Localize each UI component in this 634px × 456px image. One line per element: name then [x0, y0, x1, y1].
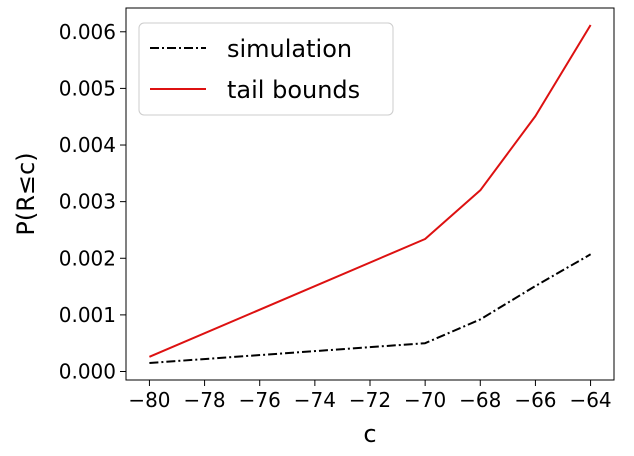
x-axis-label: c: [363, 420, 376, 448]
y-tick-label: 0.006: [59, 20, 116, 44]
y-tick-label: 0.002: [59, 246, 116, 270]
x-tick-label: −64: [569, 388, 611, 412]
x-tick-label: −80: [128, 388, 170, 412]
y-axis-label: P(R≤c): [12, 152, 40, 235]
legend-box: [138, 22, 394, 116]
x-axis: −80 −78 −76 −74 −72 −70 −68 −66 −64: [128, 380, 612, 412]
legend-label: tail bounds: [227, 76, 360, 104]
series-line-2: [149, 24, 592, 358]
y-tick-label: 0.003: [59, 190, 116, 214]
x-tick-label: −74: [294, 388, 336, 412]
y-tick-label: 0.000: [59, 360, 116, 384]
y-tick-label: 0.001: [59, 303, 116, 327]
x-tick-label: −66: [514, 388, 556, 412]
series-line-1: [149, 253, 592, 364]
legend: simulation tail bounds: [138, 22, 394, 116]
y-axis: 0.000 0.001 0.002 0.003 0.004 0.005 0.006: [59, 20, 126, 384]
x-tick-label: −76: [239, 388, 281, 412]
x-tick-label: −68: [459, 388, 501, 412]
x-tick-label: −72: [349, 388, 391, 412]
y-tick-label: 0.004: [59, 133, 116, 157]
y-tick-label: 0.005: [59, 76, 116, 100]
series-layer: [149, 24, 592, 364]
legend-label: simulation: [227, 35, 352, 63]
x-tick-label: −78: [183, 388, 225, 412]
x-tick-label: −70: [404, 388, 446, 412]
